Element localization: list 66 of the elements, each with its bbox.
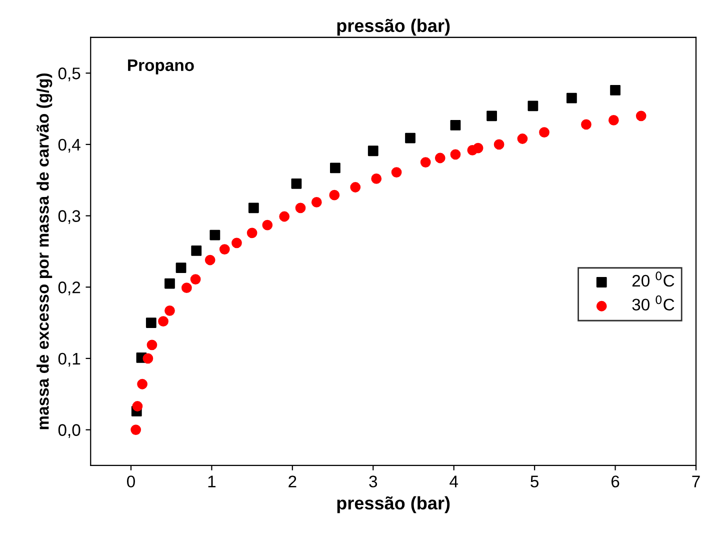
y-tick-label: 0,1 — [58, 352, 80, 367]
point — [517, 134, 528, 144]
point — [539, 127, 550, 138]
point — [636, 110, 646, 122]
point — [164, 278, 175, 289]
y-tick-label: 0,0 — [58, 424, 80, 438]
point — [246, 228, 258, 238]
y-tick-label: 0,5 — [58, 68, 80, 82]
point — [405, 132, 416, 144]
point — [350, 182, 361, 192]
point — [420, 157, 431, 168]
x-tick-label: 7 — [692, 476, 700, 488]
x-tick-label: 6 — [611, 476, 620, 488]
point — [368, 146, 378, 156]
legend-label: 30 $^{0}$C — [632, 295, 674, 311]
point — [608, 115, 619, 126]
x-axis-title: pressão (bar) — [337, 496, 450, 514]
point — [181, 282, 192, 294]
point — [329, 190, 340, 200]
point — [204, 254, 216, 266]
x2-axis-title: pressão (bar) — [337, 18, 450, 36]
point — [146, 340, 158, 350]
point — [486, 110, 497, 122]
point — [371, 173, 382, 184]
point — [248, 202, 259, 214]
legend-label: 20 $^{0}$C — [632, 271, 674, 287]
point — [434, 152, 446, 164]
point — [279, 211, 290, 222]
point — [391, 167, 402, 178]
point — [219, 244, 230, 255]
point — [494, 139, 504, 150]
point — [232, 238, 242, 248]
point — [472, 142, 484, 154]
y-tick-label: 0,4 — [58, 138, 80, 153]
y-axis-title: massa de excesso por massa de carvão (g/g) — [36, 73, 52, 430]
point — [210, 230, 220, 240]
point — [130, 424, 142, 435]
x-tick-label: 2 — [288, 476, 296, 488]
point — [330, 162, 340, 174]
point — [610, 85, 620, 96]
point — [158, 316, 168, 327]
x-tick-label: 3 — [369, 476, 378, 488]
annotation: Propano — [128, 59, 194, 74]
point — [137, 378, 148, 390]
point — [262, 220, 273, 230]
point — [164, 305, 175, 316]
point — [190, 274, 201, 284]
point — [176, 262, 186, 274]
x-tick-label: 4 — [450, 476, 458, 488]
point — [566, 92, 577, 104]
y-tick-label: 0,2 — [58, 282, 80, 296]
point — [295, 202, 306, 214]
point — [450, 120, 461, 130]
point — [132, 401, 143, 412]
x-tick-label: 0 — [127, 476, 135, 488]
x-tick-label: 1 — [208, 476, 216, 488]
x-tick-label: 5 — [530, 476, 539, 488]
point — [581, 119, 592, 130]
point — [528, 100, 538, 112]
y-tick-label: 0,3 — [58, 210, 80, 224]
point — [146, 318, 156, 328]
point — [142, 353, 154, 364]
point — [291, 178, 302, 189]
point — [450, 149, 461, 160]
point — [311, 197, 322, 208]
point — [191, 246, 202, 256]
